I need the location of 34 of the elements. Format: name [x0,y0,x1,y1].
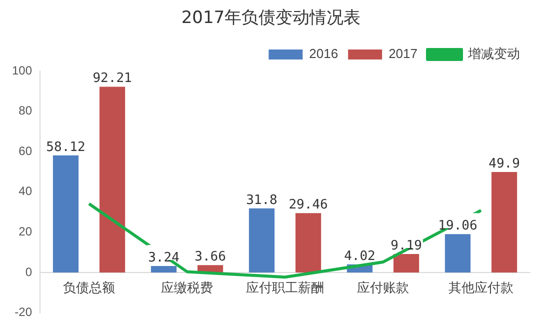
y-tick-label: 80 [18,104,32,118]
data-label: 19.06 [438,218,478,234]
data-label: 49.9 [488,156,520,172]
x-tick-label: 应缴税费 [161,280,214,295]
x-tick-label: 应付账款 [357,280,410,295]
data-label: 3.24 [148,250,180,266]
legend-label: 2017 [388,46,418,62]
x-tick-label: 负债总额 [63,280,116,295]
bar [248,208,275,272]
bar [99,86,126,272]
data-label: 92.21 [92,71,132,86]
legend-label: 2016 [309,46,338,62]
y-tick-label: 100 [12,63,32,78]
y-tick-label: -20 [14,305,32,320]
y-tick-label: 20 [18,224,32,239]
data-label: 58.12 [46,140,86,155]
x-tick-label: 其他应付款 [448,280,514,295]
legend-label: 增减变动 [467,46,520,62]
y-tick-label: 40 [18,184,32,198]
bar [295,213,322,272]
x-tick-label: 应付职工薪酬 [246,280,324,295]
bar [393,254,420,272]
bar [444,234,471,272]
bar [52,155,79,272]
data-label: 4.02 [344,248,376,264]
y-tick-label: 0 [25,264,32,279]
data-label: 3.66 [194,250,226,264]
y-tick-label: 60 [18,144,32,158]
chart-title: 2017年负债变动情况表 [180,7,362,29]
data-label: 31.8 [246,192,278,208]
data-label: 9.19 [390,238,422,254]
bar [150,266,177,272]
bar [491,172,518,272]
data-label: 29.46 [288,198,328,213]
